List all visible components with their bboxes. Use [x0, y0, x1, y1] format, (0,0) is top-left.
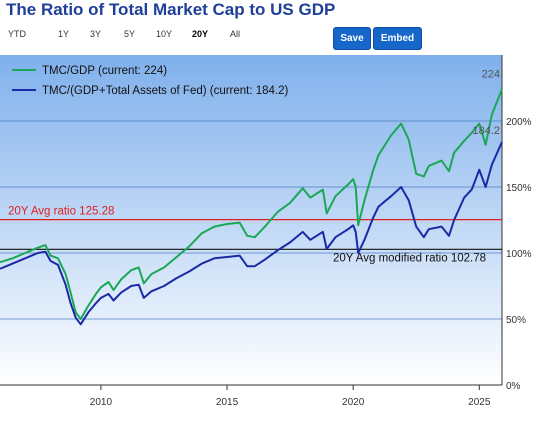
range-5y-button[interactable]: 5Y [124, 29, 136, 39]
range-all-button[interactable]: All [230, 29, 241, 39]
reference-lines: 20Y Avg ratio 125.28 20Y Avg modified rat… [0, 206, 502, 264]
series-tmc-gdp-line [0, 88, 503, 320]
series-lines [0, 88, 503, 326]
chart-area: 2010 2015 2020 2025 0% 50% 100% 150% 200% 20Y A… [0, 55, 538, 435]
y-tick-label: 150% [506, 183, 532, 194]
legend: TMC/GDP (current: 224) TMC/(GDP+Total Ass… [12, 65, 289, 97]
x-tick-label: 2020 [342, 397, 365, 408]
x-axis: 2010 2015 2020 2025 [0, 384, 502, 408]
x-tick-label: 2025 [468, 397, 491, 408]
y-tick-label: 200% [506, 117, 532, 128]
page-title: The Ratio of Total Market Cap to US GDP [6, 0, 336, 19]
tmc-gdp-end-label: 224 [482, 68, 500, 80]
embed-button[interactable]: Embed [373, 27, 422, 50]
modified-avg-ratio-label: 20Y Avg modified ratio 102.78 [333, 252, 486, 264]
x-tick-label: 2015 [216, 397, 239, 408]
avg-ratio-label: 20Y Avg ratio 125.28 [8, 206, 114, 218]
save-button[interactable]: Save [333, 27, 371, 50]
range-10y-button[interactable]: 10Y [156, 29, 173, 39]
range-3y-button[interactable]: 3Y [90, 29, 102, 39]
legend-label-tmc-gdp: TMC/GDP (current: 224) [42, 65, 167, 77]
range-20y-button[interactable]: 20Y [192, 29, 209, 39]
y-tick-label: 100% [506, 249, 532, 260]
tmc-gdp-fed-end-label: 184.2 [472, 125, 500, 137]
range-1y-button[interactable]: 1Y [58, 29, 70, 39]
y-tick-label: 0% [506, 381, 521, 392]
x-tick-label: 2010 [90, 397, 113, 408]
series-tmc-gdp-fed-line [0, 141, 503, 326]
legend-label-tmc-gdp-fed: TMC/(GDP+Total Assets of Fed) (current: … [42, 85, 289, 97]
market-cap-chart: 2010 2015 2020 2025 0% 50% 100% 150% 200% 20Y A… [0, 55, 532, 408]
y-axis: 0% 50% 100% 150% 200% [501, 55, 532, 392]
range-ytd-button[interactable]: YTD [8, 29, 26, 39]
y-tick-label: 50% [506, 315, 526, 326]
end-labels: 224 184.2 [472, 68, 500, 137]
